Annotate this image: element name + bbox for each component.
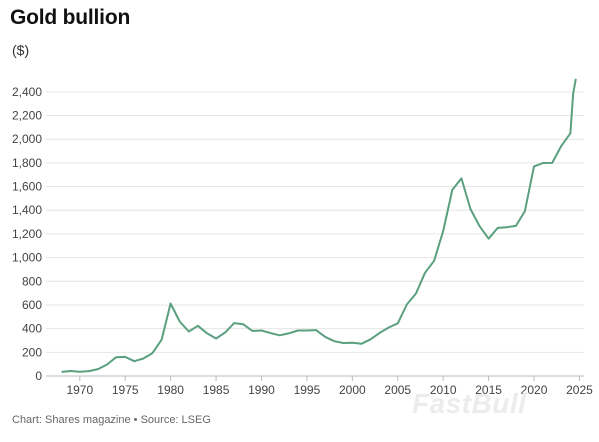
data-point xyxy=(115,356,118,359)
data-point xyxy=(151,352,154,355)
data-point xyxy=(396,322,399,325)
data-point xyxy=(97,368,100,371)
source-note: Chart: Shares magazine • Source: LSEG xyxy=(12,414,211,426)
data-point xyxy=(551,161,554,164)
data-point xyxy=(106,363,109,366)
data-point xyxy=(69,370,72,373)
watermark-logo: FastBull xyxy=(412,388,527,419)
y-tick-label: 1,000 xyxy=(12,251,42,265)
y-tick-label: 1,600 xyxy=(12,180,42,194)
y-tick-label: 2,200 xyxy=(12,109,42,123)
data-point xyxy=(533,165,536,168)
data-point xyxy=(442,230,445,233)
data-point xyxy=(315,329,318,332)
x-tick-label: 1995 xyxy=(294,383,321,397)
data-point xyxy=(196,324,199,327)
x-axis-ticks: 1970 1975 1980 1985 1990 1995 2000 2005 2010 2015… xyxy=(66,376,593,397)
x-tick-label: 1970 xyxy=(66,383,93,397)
data-point xyxy=(414,292,417,295)
data-point xyxy=(233,322,236,325)
data-point xyxy=(242,323,245,326)
x-tick-label: 2000 xyxy=(339,383,366,397)
x-tick-label: 1980 xyxy=(157,383,184,397)
data-point xyxy=(187,330,190,333)
y-tick-label: 2,000 xyxy=(12,132,42,146)
x-tick-label: 1990 xyxy=(248,383,275,397)
data-point xyxy=(178,320,181,323)
y-tick-label: 200 xyxy=(22,345,42,359)
x-tick-label: 2005 xyxy=(384,383,411,397)
data-point xyxy=(324,335,327,338)
y-tick-label: 800 xyxy=(22,274,42,288)
data-point xyxy=(523,210,526,213)
data-point xyxy=(333,340,336,343)
data-point xyxy=(451,188,454,191)
data-point xyxy=(224,331,227,334)
data-point xyxy=(360,342,363,345)
data-point xyxy=(460,177,463,180)
data-point xyxy=(278,334,281,337)
data-point xyxy=(487,237,490,240)
data-point xyxy=(496,226,499,229)
data-point xyxy=(305,329,308,332)
x-tick-label: 2015 xyxy=(475,383,502,397)
data-point xyxy=(260,329,263,332)
data-point xyxy=(433,259,436,262)
data-point xyxy=(342,342,345,345)
data-point xyxy=(160,338,163,341)
x-tick-label: 1985 xyxy=(203,383,230,397)
x-tick-label: 2025 xyxy=(566,383,593,397)
data-point xyxy=(124,355,127,358)
data-point xyxy=(87,370,90,373)
data-point xyxy=(215,337,218,340)
gold-price-line xyxy=(61,78,577,373)
data-point xyxy=(469,207,472,210)
data-point xyxy=(133,360,136,363)
y-tick-label: 1,800 xyxy=(12,156,42,170)
y-tick-label: 400 xyxy=(22,322,42,336)
grid-lines xyxy=(46,91,584,353)
y-axis-unit-label: ($) xyxy=(12,42,30,58)
data-point xyxy=(369,338,372,341)
data-point xyxy=(78,370,81,373)
data-point xyxy=(287,332,290,335)
data-point xyxy=(478,225,481,228)
data-point xyxy=(574,77,577,80)
data-point xyxy=(542,162,545,165)
data-point xyxy=(142,357,145,360)
data-point xyxy=(560,144,563,147)
data-point xyxy=(60,370,63,373)
data-point xyxy=(351,341,354,344)
data-point xyxy=(569,132,572,135)
chart-title: Gold bullion xyxy=(10,6,131,29)
y-tick-label: 1,200 xyxy=(12,227,42,241)
y-axis-ticks: 0 200 400 600 800 1,000 1,200 1,400 1,600 1,800 2,… xyxy=(12,85,42,383)
y-tick-label: 2,400 xyxy=(12,85,42,99)
data-point xyxy=(424,271,427,274)
data-point xyxy=(514,224,517,227)
x-tick-label: 1975 xyxy=(112,383,139,397)
data-point xyxy=(206,332,209,335)
data-point xyxy=(387,326,390,329)
data-point xyxy=(269,332,272,335)
data-point xyxy=(169,302,172,305)
data-point xyxy=(378,331,381,334)
data-point xyxy=(251,329,254,332)
y-tick-label: 0 xyxy=(35,369,42,383)
y-tick-label: 600 xyxy=(22,298,42,312)
data-point xyxy=(296,329,299,332)
x-tick-label: 2020 xyxy=(521,383,548,397)
data-point xyxy=(405,303,408,306)
data-point xyxy=(505,226,508,229)
data-point xyxy=(572,93,575,96)
x-tick-label: 2010 xyxy=(430,383,457,397)
y-tick-label: 1,400 xyxy=(12,203,42,217)
